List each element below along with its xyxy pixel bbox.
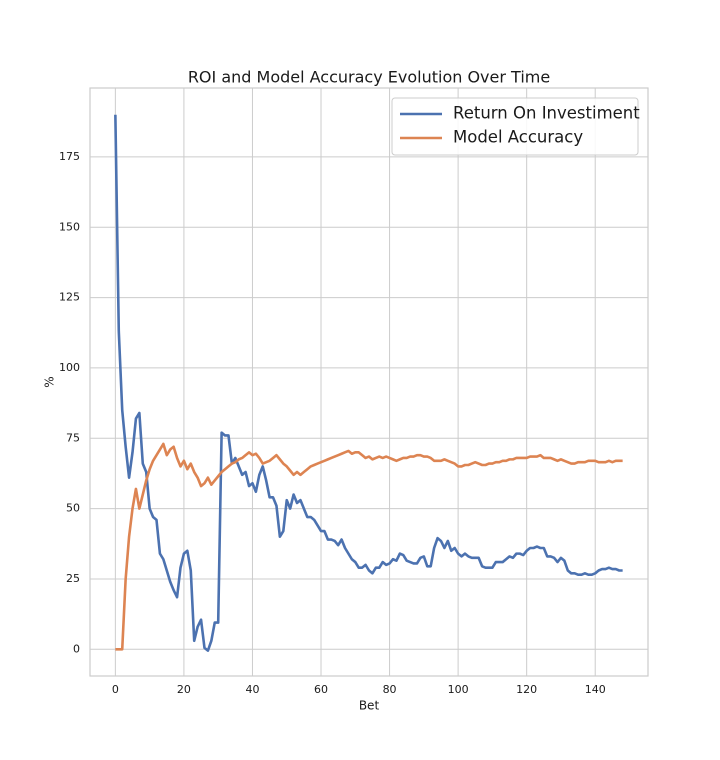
x-tick-label: 80 xyxy=(383,683,397,696)
line-series xyxy=(115,442,623,651)
y-tick-label: 25 xyxy=(66,572,80,585)
y-tick-label: 50 xyxy=(66,502,80,515)
x-tick-label: 60 xyxy=(314,683,328,696)
line-series xyxy=(114,114,623,652)
chart-title: ROI and Model Accuracy Evolution Over Ti… xyxy=(188,68,550,87)
x-axis-label: Bet xyxy=(359,699,380,713)
x-tick-label: 100 xyxy=(448,683,469,696)
y-tick-label: 0 xyxy=(73,642,80,655)
x-tick-label: 140 xyxy=(585,683,606,696)
legend-label: Model Accuracy xyxy=(453,128,583,147)
legend-box xyxy=(391,97,639,156)
y-tick-label: 125 xyxy=(59,291,80,304)
y-axis-label: % xyxy=(43,376,57,387)
x-tick-label: 40 xyxy=(245,683,259,696)
x-tick-label: 20 xyxy=(177,683,191,696)
x-tick-label: 120 xyxy=(516,683,537,696)
y-tick-label: 75 xyxy=(66,431,80,444)
y-tick-label: 175 xyxy=(59,150,80,163)
y-tick-label: 100 xyxy=(59,361,80,374)
plot-frame xyxy=(89,87,649,677)
y-tick-label: 150 xyxy=(59,220,80,233)
x-tick-label: 0 xyxy=(112,683,119,696)
legend-label: Return On Investiment xyxy=(453,104,640,123)
